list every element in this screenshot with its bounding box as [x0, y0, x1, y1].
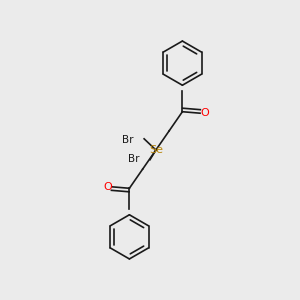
Text: O: O: [200, 108, 209, 118]
Text: Br: Br: [128, 154, 140, 164]
Text: O: O: [103, 182, 112, 192]
Text: Se: Se: [149, 145, 163, 155]
Text: Br: Br: [122, 135, 134, 145]
